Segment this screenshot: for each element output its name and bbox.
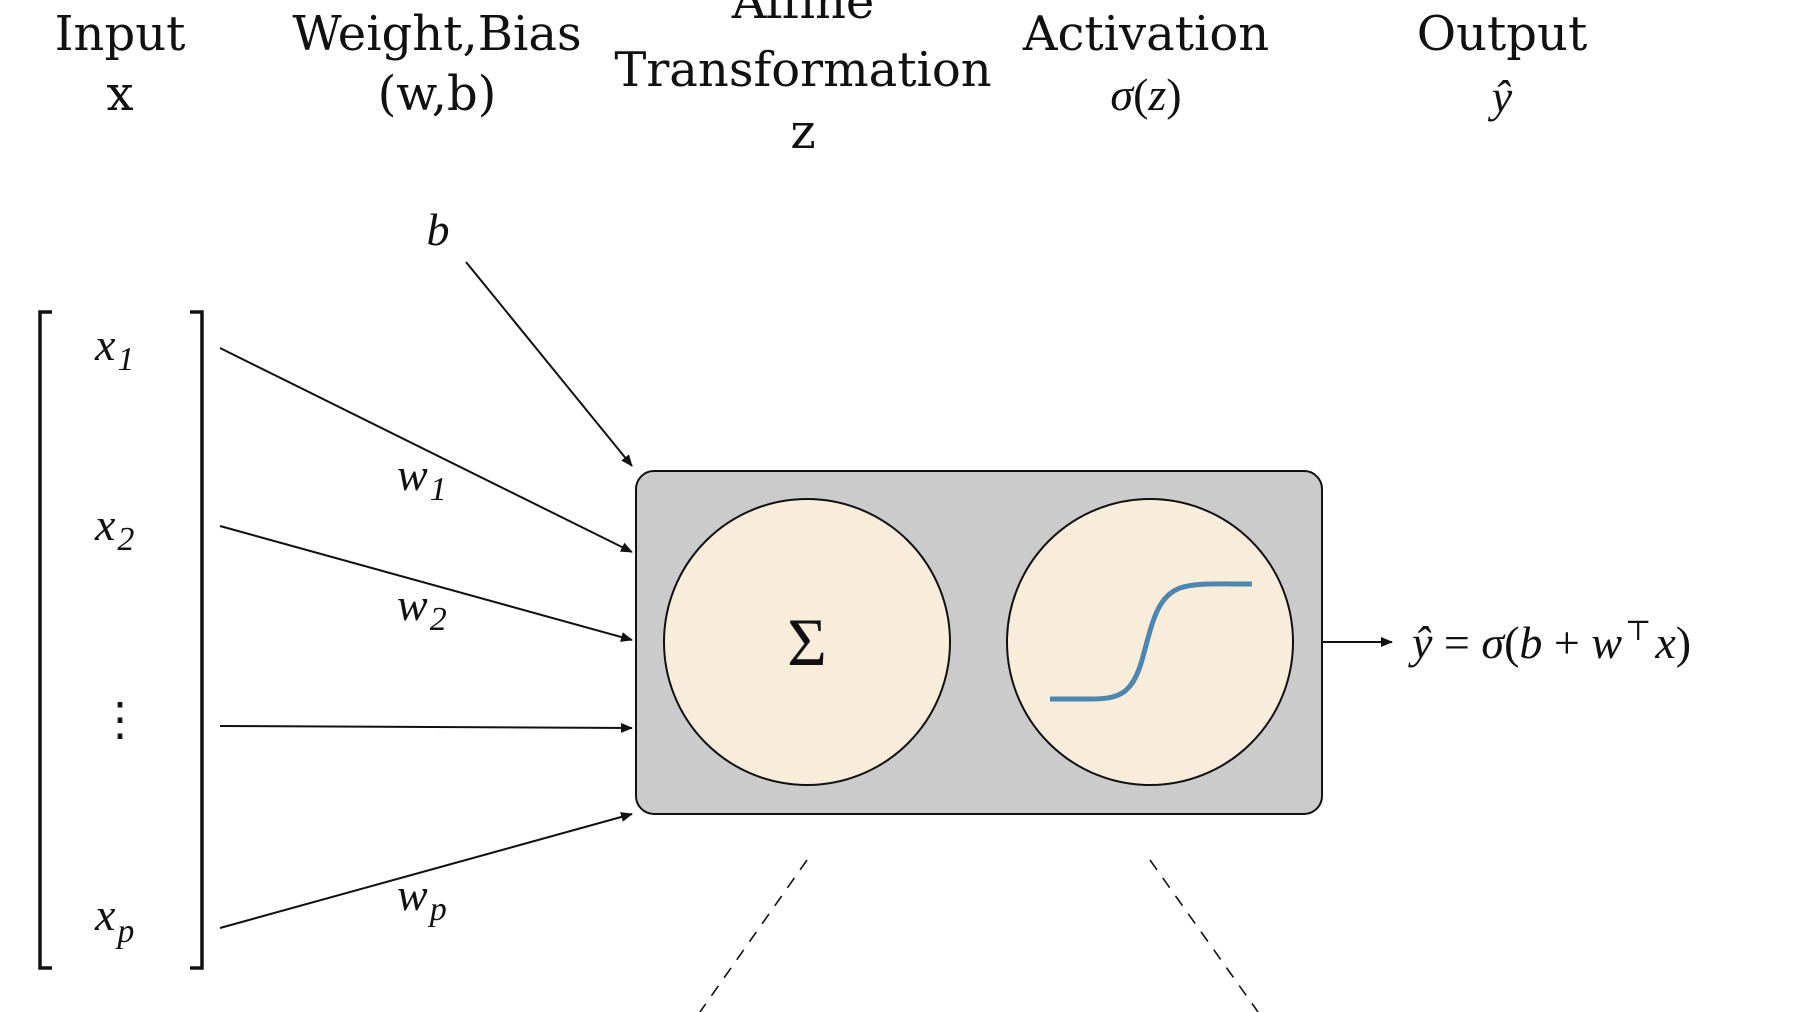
header-output-symbol: ŷ [1488, 71, 1513, 122]
sigmoid-curve-icon [1050, 581, 1253, 702]
zoom-line-summation [699, 859, 808, 1012]
input-bracket-right [190, 310, 204, 970]
header-activation-symbol: σ(z) [1110, 69, 1181, 120]
header-output-title: Output [1417, 6, 1587, 62]
input-bracket-left [38, 310, 52, 970]
activation-node [1006, 498, 1294, 786]
arrow-xp-to-node [219, 812, 633, 929]
zoom-line-activation [1149, 859, 1259, 1012]
summation-node [663, 498, 951, 786]
input-x2: x2 [94, 499, 134, 558]
input-x1: x1 [94, 319, 134, 378]
input-xp: xp [94, 889, 134, 950]
bias-label: b [427, 204, 450, 255]
header-activation-title: Activation [1022, 6, 1269, 62]
arrow-x2-to-node [219, 525, 633, 642]
weight-w1: w1 [397, 449, 447, 508]
sum-symbol: Σ [787, 604, 827, 680]
arrow-bias-to-node [465, 261, 633, 467]
weight-w2: w2 [397, 579, 447, 638]
header-weight-bias-symbol: (w,b) [378, 66, 497, 122]
arrow-x1-to-node [219, 347, 633, 553]
output-formula: ŷ = σ(b + w ⊤x) [1408, 616, 1691, 668]
header-input-title: Input [55, 6, 186, 62]
arrow-dots-to-node [219, 722, 633, 733]
header-affine-symbol: z [790, 104, 815, 160]
header-output: Output ŷ [1417, 6, 1587, 122]
header-input: Input x [55, 6, 186, 122]
input-ellipsis: ⋮ [97, 694, 143, 745]
weight-wp: wp [397, 869, 447, 928]
header-weight-bias: Weight,Bias (w,b) [292, 6, 581, 122]
header-activation: Activation σ(z) [1022, 6, 1269, 120]
header-weight-bias-title: Weight,Bias [292, 6, 581, 62]
header-affine-line2: Transformation [614, 42, 991, 98]
header-input-symbol: x [106, 66, 133, 122]
header-affine-line1: Affine [731, 0, 875, 30]
header-affine: Affine Transformation z [614, 0, 991, 160]
